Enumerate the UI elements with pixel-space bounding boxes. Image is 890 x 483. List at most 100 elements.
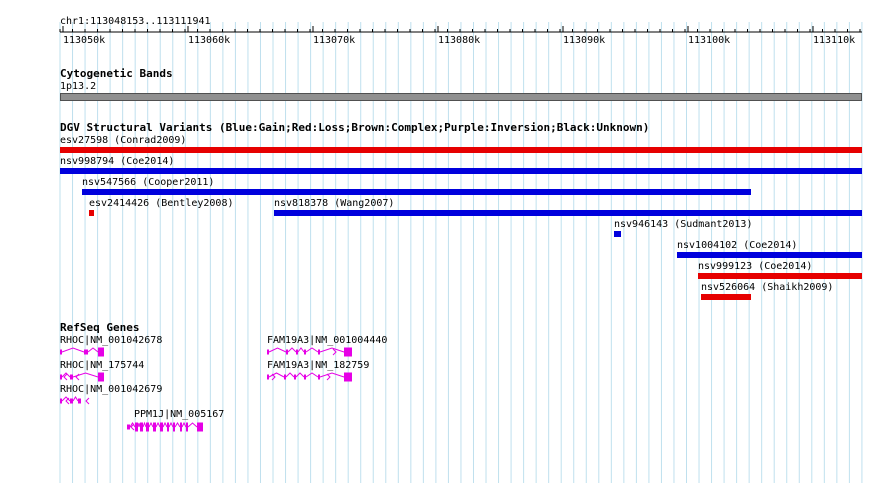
gene-exon [286,349,288,355]
dgv-variant-label: esv2414426 (Bentley2008) [89,198,234,209]
gene-exon [167,422,169,432]
ruler-tick-label: 113080k [438,35,481,46]
dgv-track-title: DGV Structural Variants (Blue:Gain;Red:L… [60,121,650,134]
dgv-variant-bar[interactable] [701,294,751,300]
gene-intron [319,347,345,353]
gene-exon [304,374,306,380]
ruler-tick-label: 113090k [563,35,606,46]
gene-intron [174,422,181,428]
coordinate-ruler[interactable] [0,0,890,60]
gene-exon [294,374,296,380]
dgv-variant-bar[interactable] [677,252,862,258]
gene-intron [148,421,154,428]
gene-intron [129,422,136,428]
gene-exon [304,349,306,355]
gene-intron [155,421,161,428]
gene-intron [305,347,319,353]
strand-arrow [271,373,276,381]
gene-exon [60,398,62,404]
dgv-variant-label: nsv998794 (Coe2014) [60,156,175,167]
gene-intron [305,372,319,378]
ruler-tick-label: 113070k [313,35,356,46]
refseq-gene-label: PPM1J|NM_005167 [134,409,225,420]
gene-exon [98,347,104,357]
dgv-variant-bar[interactable] [274,210,862,216]
gene-exon [284,374,286,380]
gene-exon [267,374,269,380]
ruler-tick-label: 113100k [688,35,731,46]
strand-arrow [326,373,331,381]
gene-intron [87,347,99,353]
refseq-track-title: RefSeq Genes [60,321,140,334]
gene-exon [60,374,62,380]
gene-exon [98,372,104,382]
gene-model[interactable] [60,396,90,405]
gene-exon [127,424,130,430]
gene-intron [61,396,71,402]
gene-exon [173,422,175,432]
region-label: chr1:113048153..113111941 [60,16,211,27]
gene-exon [318,374,320,380]
gene-exon [70,398,73,404]
gene-exon [197,422,203,432]
ruler-tick-label: 113110k [813,35,856,46]
refseq-gene-label: RHOC|NM_001042679 [60,384,163,395]
gene-intron [168,421,174,428]
dgv-variant-bar[interactable] [614,231,621,237]
dgv-variant-label: nsv999123 (Coe2014) [698,261,813,272]
gene-intron [268,347,287,353]
gene-intron [61,372,71,378]
gene-intron [295,372,305,378]
gene-exon [344,347,352,357]
gene-model[interactable] [60,347,104,357]
dgv-variant-label: nsv1004102 (Coe2014) [677,240,798,251]
gene-exon [140,422,143,432]
strand-arrow [85,397,90,405]
refseq-gene-label: RHOC|NM_175744 [60,360,145,371]
gene-exon [318,349,320,355]
refseq-gene-label: FAM19A3|NM_182759 [267,360,370,371]
gene-exon [267,349,269,355]
strand-arrow [75,373,80,381]
cytoband-bar[interactable] [60,93,862,101]
gene-exon [180,422,182,432]
gene-intron [268,372,285,378]
gene-intron [142,421,147,428]
gene-exon [344,372,352,382]
gene-intron [287,347,297,353]
ruler-tick-label: 113050k [63,35,106,46]
dgv-variant-bar[interactable] [89,210,94,216]
gene-intron [285,372,295,378]
strand-arrow [130,423,135,431]
ruler-tick-label: 113060k [188,35,231,46]
gene-model[interactable] [267,372,352,382]
dgv-variant-bar[interactable] [82,189,751,195]
cytoband-label: 1p13.2 [60,81,97,92]
gene-exon [146,422,149,432]
refseq-gene-label: FAM19A3|NM_001004440 [267,335,388,346]
gene-exon [186,422,188,432]
dgv-variant-bar[interactable] [60,147,862,153]
gene-exon [78,398,81,404]
dgv-variant-bar[interactable] [60,168,862,174]
dgv-variant-label: nsv946143 (Sudmant2013) [614,219,753,230]
dgv-variant-label: nsv818378 (Wang2007) [274,198,395,209]
gene-exon [60,349,62,355]
gene-model[interactable] [60,372,104,382]
gene-intron [72,396,79,402]
gene-model[interactable] [267,347,352,357]
dgv-variant-bar[interactable] [698,273,862,279]
gene-model[interactable] [127,421,203,432]
gene-intron [319,372,345,378]
strand-arrow [65,397,70,405]
gene-intron [181,421,187,428]
strand-arrow [63,373,68,381]
dgv-variant-label: nsv526064 (Shaikh2009) [701,282,834,293]
gene-intron [187,422,198,428]
gene-intron [297,347,305,353]
gene-exon [160,422,163,432]
cytoband-track-title: Cytogenetic Bands [60,67,173,80]
strand-arrow [332,348,337,356]
